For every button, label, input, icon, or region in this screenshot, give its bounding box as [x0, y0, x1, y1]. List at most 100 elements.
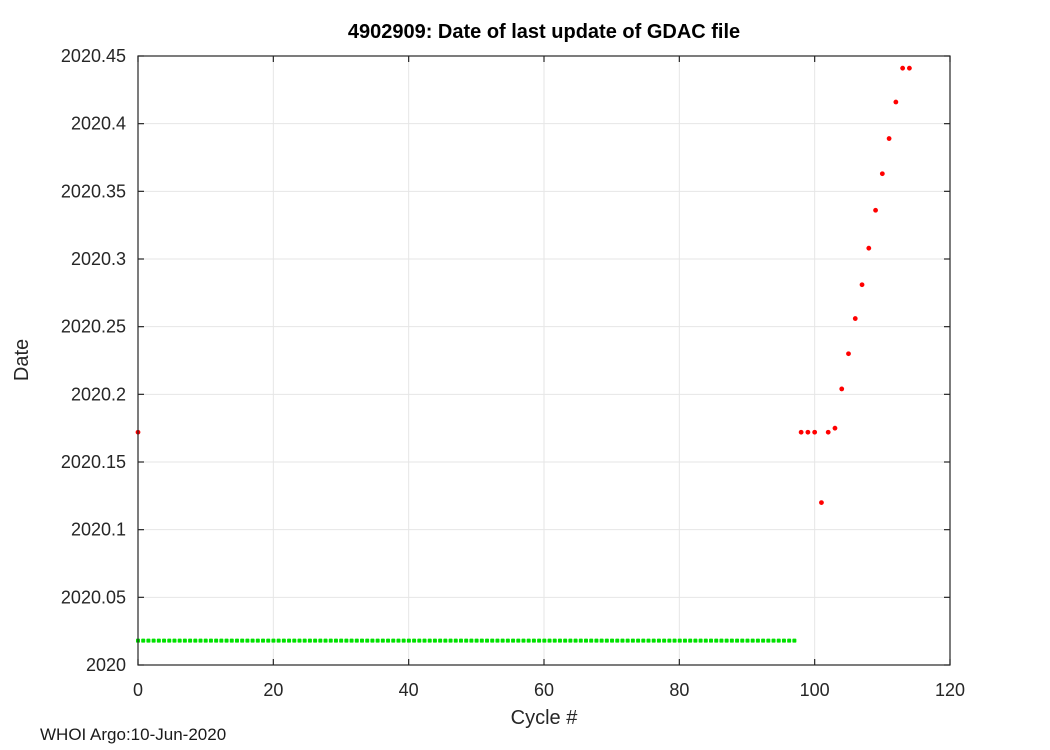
y-tick-label: 2020.2: [71, 384, 126, 404]
data-point-green: [766, 638, 771, 643]
series-red-dots: [135, 65, 912, 505]
data-point-green: [745, 638, 750, 643]
data-point-green: [219, 638, 224, 643]
data-point-green: [281, 638, 286, 643]
data-point-red: [873, 207, 878, 213]
data-point-green: [375, 638, 380, 643]
data-point-green: [162, 638, 167, 643]
data-point-green: [318, 638, 323, 643]
data-point-green: [500, 638, 505, 643]
data-point-green: [287, 638, 292, 643]
data-point-green: [610, 638, 615, 643]
data-point-green: [359, 638, 364, 643]
data-point-red: [886, 136, 892, 141]
data-point-red: [825, 429, 831, 435]
data-point-green: [443, 638, 448, 643]
data-point-green: [188, 638, 193, 643]
data-point-red: [907, 65, 912, 71]
data-point-green: [203, 638, 208, 643]
data-point-green: [787, 638, 792, 643]
y-tick-label: 2020.4: [71, 114, 126, 134]
data-point-green: [755, 638, 760, 643]
data-point-green: [380, 638, 385, 643]
data-point-green: [750, 638, 755, 643]
data-point-green: [729, 638, 734, 643]
data-point-green: [604, 638, 609, 643]
x-tick-label: 80: [669, 680, 689, 700]
y-axis-label: Date: [11, 339, 33, 381]
data-point-green: [474, 638, 479, 643]
data-point-green: [693, 638, 698, 643]
data-point-green: [417, 638, 422, 643]
data-point-green: [516, 638, 521, 643]
data-point-green: [339, 638, 344, 643]
data-point-green: [662, 638, 667, 643]
y-tick-label: 2020: [86, 655, 126, 675]
data-point-green: [552, 638, 557, 643]
data-point-green: [740, 638, 745, 643]
data-point-green: [313, 638, 318, 643]
data-point-green: [214, 638, 219, 643]
data-point-green: [391, 638, 396, 643]
data-point-green: [735, 638, 740, 643]
data-point-green: [266, 638, 271, 643]
data-point-green: [709, 638, 714, 643]
x-axis-label: Cycle #: [511, 707, 579, 729]
data-point-green: [255, 638, 260, 643]
data-point-green: [323, 638, 328, 643]
data-point-red: [839, 386, 845, 392]
y-tick-label: 2020.05: [61, 587, 126, 607]
data-point-green: [485, 638, 490, 643]
data-point-green: [625, 638, 630, 643]
data-point-green: [432, 638, 437, 643]
data-point-green: [573, 638, 578, 643]
data-point-green: [146, 638, 151, 643]
y-tick-label: 2020.25: [61, 317, 126, 337]
data-point-green: [630, 638, 635, 643]
data-point-green: [526, 638, 531, 643]
data-point-green: [182, 638, 187, 643]
data-point-green: [511, 638, 516, 643]
data-point-green: [505, 638, 510, 643]
data-point-green: [531, 638, 536, 643]
x-tick-label: 100: [800, 680, 830, 700]
data-point-green: [234, 638, 239, 643]
data-point-green: [151, 638, 156, 643]
data-point-green: [490, 638, 495, 643]
data-point-green: [537, 638, 542, 643]
data-point-green: [615, 638, 620, 643]
data-point-green: [156, 638, 161, 643]
data-point-green: [719, 638, 724, 643]
y-tick-label: 2020.15: [61, 452, 126, 472]
data-point-green: [620, 638, 625, 643]
data-point-red: [832, 425, 838, 431]
data-point-green: [448, 638, 453, 643]
y-tick-label: 2020.35: [61, 181, 126, 201]
data-point-green: [698, 638, 703, 643]
data-point-green: [177, 638, 182, 643]
data-point-red: [866, 245, 872, 251]
data-point-green: [714, 638, 719, 643]
data-point-green: [370, 638, 375, 643]
data-point-red: [859, 282, 865, 288]
gridlines: [138, 56, 950, 665]
data-point-red: [893, 99, 899, 105]
data-point-green: [479, 638, 484, 643]
data-point-green: [365, 638, 370, 643]
data-point-green: [469, 638, 474, 643]
data-point-green: [333, 638, 338, 643]
data-point-green: [583, 638, 588, 643]
data-point-green: [568, 638, 573, 643]
data-point-green: [781, 638, 786, 643]
data-point-green: [328, 638, 333, 643]
data-point-green: [651, 638, 656, 643]
footer-annotation: WHOI Argo:10-Jun-2020: [40, 725, 226, 744]
data-point-green: [599, 638, 604, 643]
data-point-green: [557, 638, 562, 643]
chart-title: 4902909: Date of last update of GDAC fil…: [348, 21, 740, 43]
data-point-green: [761, 638, 766, 643]
data-point-green: [406, 638, 411, 643]
x-tick-label: 120: [935, 680, 965, 700]
data-point-green: [677, 638, 682, 643]
